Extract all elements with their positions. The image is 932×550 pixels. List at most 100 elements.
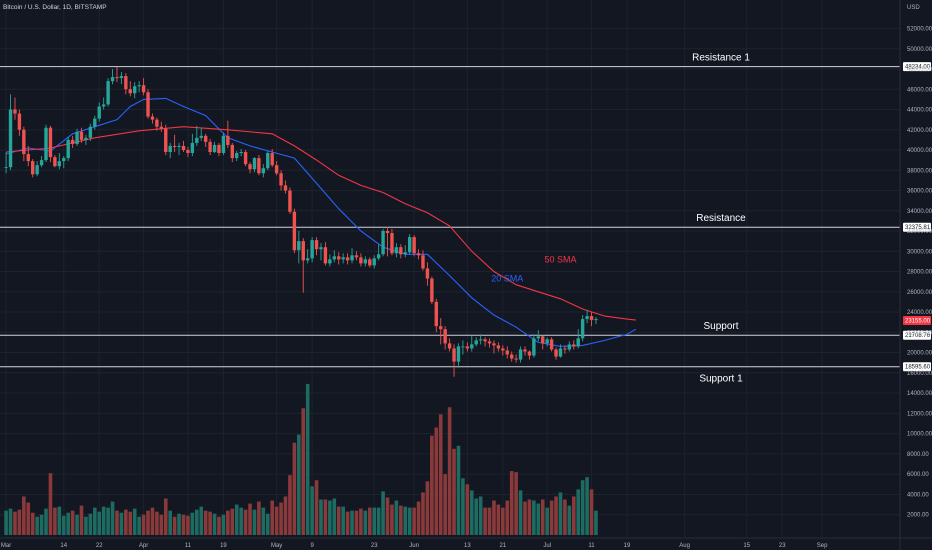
candle[interactable] — [203, 133, 208, 147]
candle[interactable] — [443, 326, 447, 350]
candle[interactable] — [394, 243, 399, 258]
candle[interactable] — [416, 249, 421, 260]
candle[interactable] — [44, 124, 48, 163]
candle[interactable] — [567, 341, 572, 352]
candle[interactable] — [257, 155, 261, 176]
candle[interactable] — [314, 237, 319, 256]
candle[interactable] — [226, 120, 230, 148]
candle[interactable] — [62, 156, 66, 169]
candle[interactable] — [319, 243, 323, 261]
candle[interactable] — [283, 180, 288, 194]
candle[interactable] — [22, 126, 26, 162]
candle[interactable] — [266, 151, 270, 171]
candle[interactable] — [212, 141, 217, 154]
horizontal-levels[interactable]: 48234.00 32375.81 21708.76 18595.60 — [0, 62, 931, 372]
candle[interactable] — [17, 109, 22, 136]
candle[interactable] — [328, 254, 332, 267]
candle[interactable] — [75, 128, 79, 146]
candle[interactable] — [407, 234, 412, 255]
candle[interactable] — [372, 255, 376, 269]
candle[interactable] — [385, 226, 390, 257]
candle[interactable] — [549, 337, 554, 352]
candle[interactable] — [354, 251, 359, 261]
candle[interactable] — [279, 170, 283, 191]
candle[interactable] — [150, 113, 155, 124]
candle[interactable] — [97, 102, 101, 122]
candle[interactable] — [8, 94, 13, 171]
candle[interactable] — [390, 228, 394, 256]
candle[interactable] — [186, 146, 190, 158]
candle[interactable] — [580, 315, 585, 342]
candle[interactable] — [376, 244, 381, 261]
candle[interactable] — [430, 276, 434, 304]
candle[interactable] — [558, 344, 563, 358]
candle[interactable] — [381, 228, 385, 257]
candle[interactable] — [190, 133, 195, 157]
candle[interactable] — [288, 187, 292, 214]
candle[interactable] — [589, 312, 594, 327]
candle[interactable] — [235, 151, 239, 162]
candle[interactable] — [57, 153, 62, 170]
candle[interactable] — [110, 69, 115, 85]
candle[interactable] — [137, 81, 141, 93]
candle[interactable] — [31, 159, 35, 178]
candle[interactable] — [239, 148, 243, 157]
candle[interactable] — [585, 309, 589, 324]
candle[interactable] — [301, 238, 305, 293]
candle[interactable] — [248, 162, 252, 174]
candle[interactable] — [310, 237, 314, 263]
candle[interactable] — [168, 142, 172, 159]
candle[interactable] — [101, 97, 106, 110]
candle[interactable] — [563, 345, 567, 354]
candle[interactable] — [13, 97, 17, 120]
candle[interactable] — [368, 257, 372, 268]
candle[interactable] — [412, 235, 416, 257]
candle[interactable] — [230, 142, 234, 163]
candle[interactable] — [221, 132, 226, 156]
candle[interactable] — [164, 124, 168, 156]
candle[interactable] — [478, 334, 483, 345]
candle[interactable] — [532, 334, 536, 358]
candle[interactable] — [465, 342, 470, 352]
candle[interactable] — [53, 155, 57, 168]
candle[interactable] — [119, 72, 124, 85]
candle[interactable] — [554, 347, 558, 360]
candle[interactable] — [514, 354, 518, 363]
candle[interactable] — [252, 157, 257, 173]
candle[interactable] — [576, 329, 580, 349]
candle[interactable] — [496, 342, 501, 352]
candle[interactable] — [159, 121, 164, 132]
candle[interactable] — [332, 250, 336, 263]
candle[interactable] — [474, 337, 478, 347]
candle[interactable] — [536, 330, 540, 342]
candle[interactable] — [141, 78, 146, 96]
candle[interactable] — [461, 340, 465, 355]
candle[interactable] — [146, 89, 150, 119]
candle[interactable] — [48, 125, 53, 163]
candle[interactable] — [208, 138, 212, 156]
candle[interactable] — [492, 340, 496, 354]
candlesticks[interactable] — [4, 66, 598, 377]
candle[interactable] — [337, 252, 341, 265]
candle[interactable] — [341, 253, 345, 264]
candle[interactable] — [199, 127, 203, 141]
candle[interactable] — [509, 351, 514, 362]
candle[interactable] — [155, 117, 159, 131]
candle[interactable] — [439, 318, 443, 345]
candle[interactable] — [39, 156, 44, 168]
candle[interactable] — [270, 148, 274, 168]
candle[interactable] — [527, 350, 532, 360]
candle[interactable] — [323, 242, 328, 266]
candle[interactable] — [541, 335, 545, 350]
candle[interactable] — [447, 338, 452, 352]
candle[interactable] — [421, 250, 425, 271]
candle[interactable] — [181, 140, 186, 153]
candle[interactable] — [350, 248, 354, 264]
candle[interactable] — [4, 152, 8, 174]
candle[interactable] — [261, 164, 266, 178]
candle[interactable] — [128, 81, 132, 97]
candle[interactable] — [243, 150, 248, 167]
candle[interactable] — [572, 340, 576, 350]
candle[interactable] — [483, 337, 487, 347]
